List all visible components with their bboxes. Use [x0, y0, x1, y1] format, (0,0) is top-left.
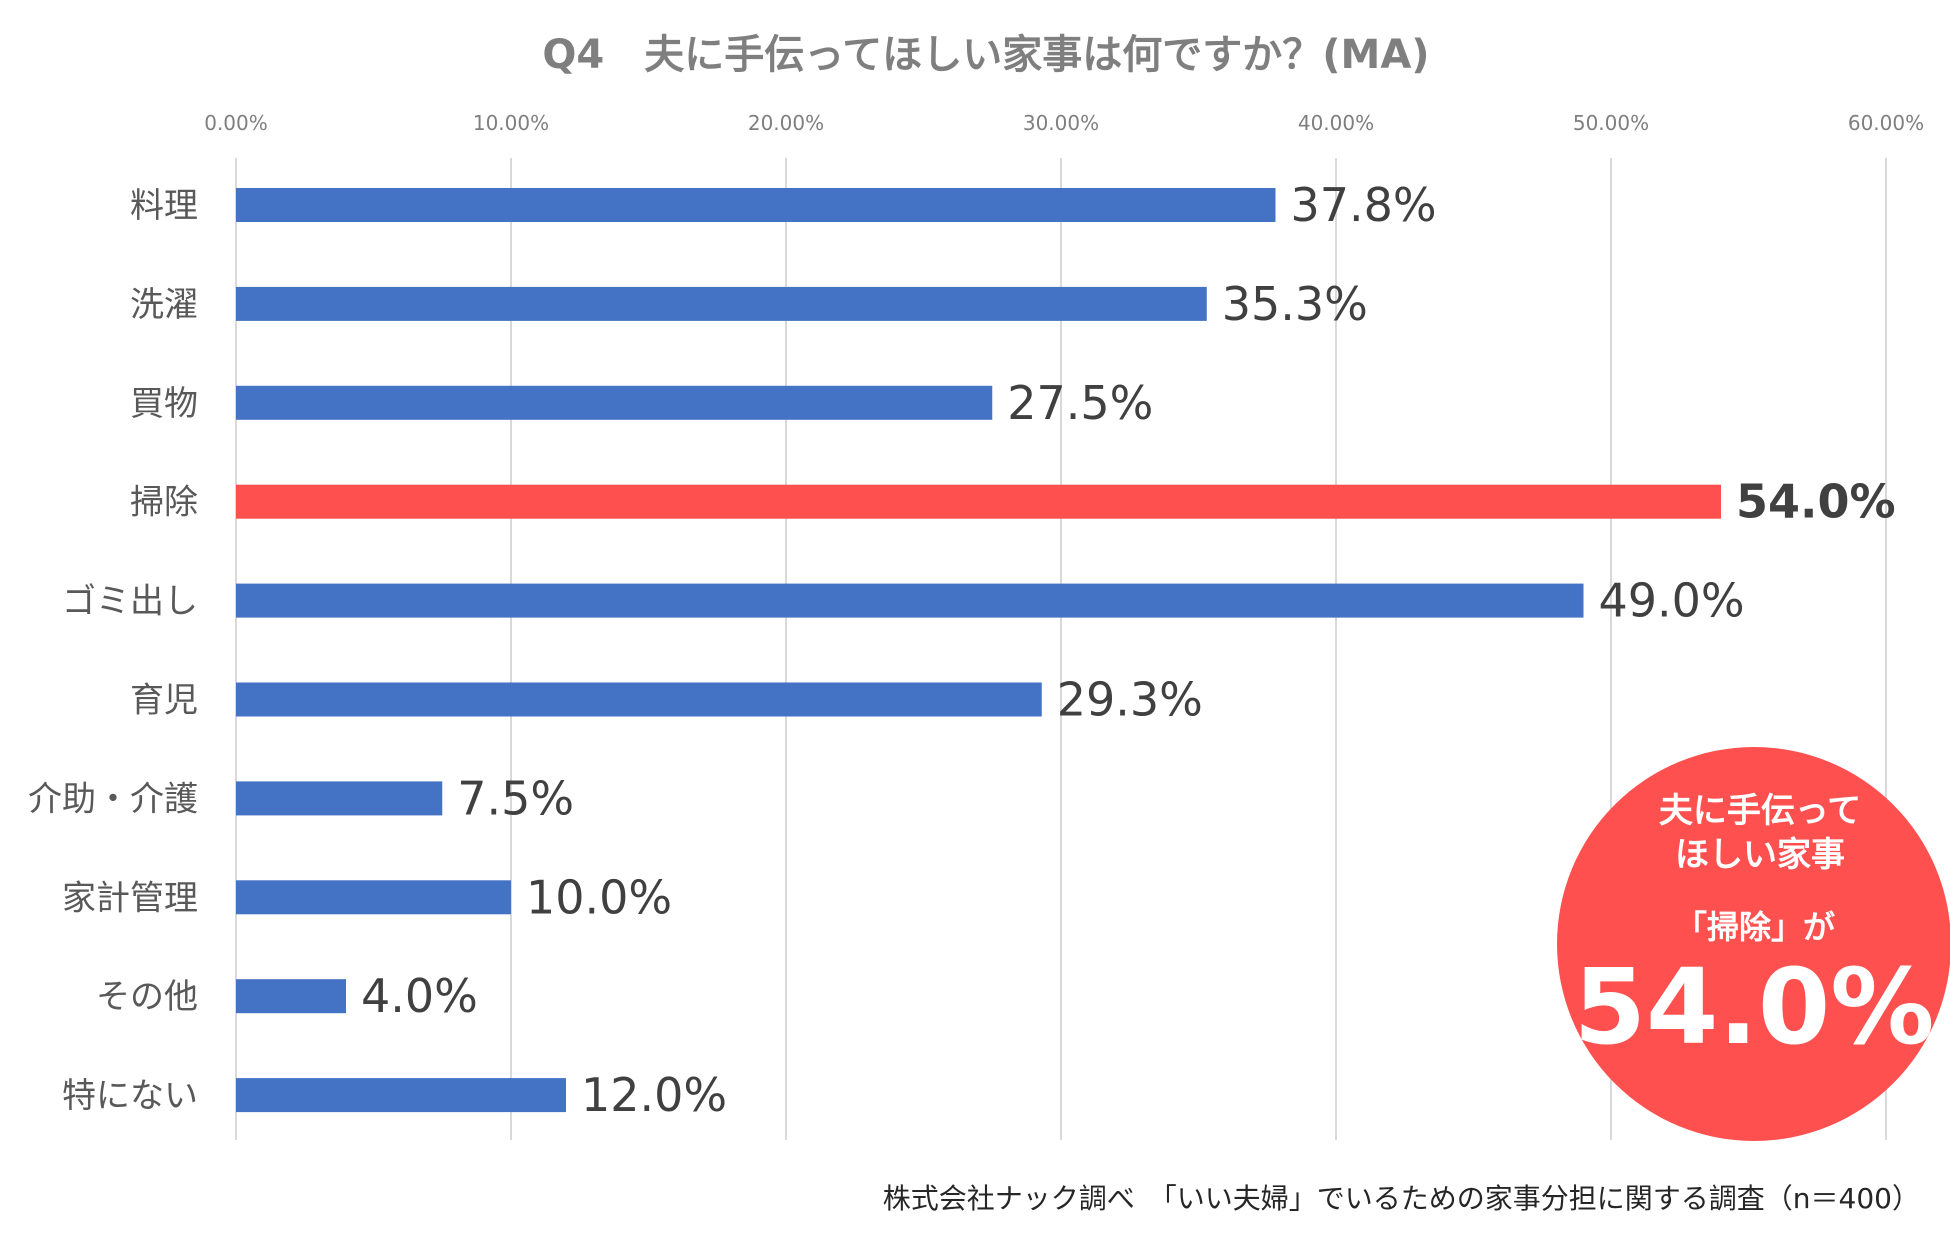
x-tick-label: 20.00%	[748, 111, 824, 135]
bar	[236, 484, 1721, 519]
x-tick-label: 40.00%	[1298, 111, 1374, 135]
bars	[236, 188, 1721, 1113]
data-label: 54.0%	[1736, 475, 1896, 529]
category-label: ゴミ出し	[62, 582, 198, 622]
callout-line-2: ほしい家事	[1675, 835, 1845, 875]
data-label: 4.0%	[361, 969, 478, 1023]
category-label: 介助・介護	[28, 779, 198, 819]
value-labels: 37.8% 35.3% 27.5% 54.0% 49.0% 29.3% 7.5% 10.0% 4…	[361, 178, 1896, 1122]
bar	[236, 286, 1207, 321]
chart-title: Q4 夫に手伝ってほしい家事は何ですか？(MA)	[542, 32, 1429, 78]
callout-value: 54.0%	[1574, 946, 1935, 1068]
category-label: 買物	[130, 384, 198, 424]
callout-circle	[1557, 747, 1950, 1141]
grid-lines	[235, 158, 1887, 1140]
callout-line-3: 「掃除」が	[1675, 908, 1835, 946]
x-tick-label: 10.00%	[473, 111, 549, 135]
callout-badge: 夫に手伝って ほしい家事 「掃除」が 54.0%	[1557, 747, 1950, 1141]
x-tick-label: 30.00%	[1023, 111, 1099, 135]
data-label: 27.5%	[1007, 376, 1153, 430]
data-label: 12.0%	[581, 1068, 727, 1122]
category-label: 料理	[130, 186, 198, 226]
data-label: 49.0%	[1599, 574, 1745, 628]
x-tick-label: 60.00%	[1848, 111, 1924, 135]
bar	[236, 1078, 566, 1113]
bar	[236, 979, 346, 1014]
category-label: その他	[96, 977, 198, 1017]
bar	[236, 682, 1042, 717]
source-note: 株式会社ナック調べ 「いい夫婦」でいるための家事分担に関する調査（n＝400）	[883, 1182, 1920, 1215]
x-axis-ticks: 0.00% 10.00% 20.00% 30.00% 40.00% 50.00% 60.00…	[204, 111, 1924, 135]
category-label: 家計管理	[62, 878, 198, 918]
bar	[236, 385, 993, 420]
category-label: 掃除	[130, 483, 198, 523]
data-label: 37.8%	[1291, 178, 1437, 232]
bar	[236, 880, 511, 915]
callout-line-1: 夫に手伝って	[1659, 791, 1861, 831]
data-label: 35.3%	[1222, 277, 1368, 331]
category-label: 洗濯	[130, 285, 198, 325]
x-tick-label: 50.00%	[1573, 111, 1649, 135]
bar	[236, 781, 443, 816]
bar	[236, 188, 1276, 222]
data-label: 7.5%	[457, 771, 574, 825]
data-label: 10.0%	[526, 870, 672, 924]
category-label: 特にない	[62, 1076, 198, 1116]
bar	[236, 583, 1584, 618]
x-tick-label: 0.00%	[204, 111, 268, 135]
category-label: 育児	[130, 681, 198, 721]
data-label: 29.3%	[1057, 673, 1203, 727]
